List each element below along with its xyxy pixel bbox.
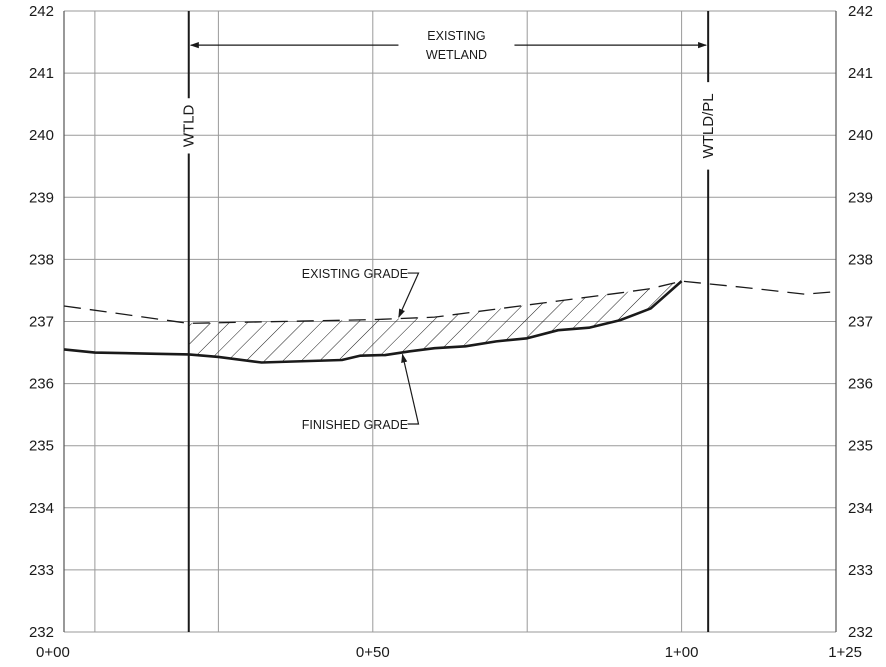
y-tick-label-left: 242 [29, 3, 54, 20]
y-tick-label-right: 235 [848, 438, 873, 455]
y-tick-label-right: 241 [848, 65, 873, 82]
existing-wetland-label: EXISTING [427, 29, 485, 43]
finished-grade-label: FINISHED GRADE [302, 418, 408, 432]
y-tick-label-right: 239 [848, 189, 873, 206]
x-tick-label: 1+00 [665, 644, 699, 661]
y-tick-label-left: 232 [29, 624, 54, 641]
y-tick-label-right: 237 [848, 314, 873, 331]
x-tick-label: 1+25 [828, 644, 862, 661]
wtld-label: WTLD [181, 104, 198, 147]
y-tick-label-right: 242 [848, 3, 873, 20]
y-tick-label-left: 234 [29, 500, 54, 517]
existing-wetland-label: WETLAND [426, 48, 487, 62]
y-tick-label-left: 235 [29, 438, 54, 455]
y-tick-label-left: 239 [29, 189, 54, 206]
y-tick-label-right: 236 [848, 376, 873, 393]
y-tick-label-left: 240 [29, 127, 54, 144]
y-tick-label-right: 232 [848, 624, 873, 641]
y-tick-label-left: 237 [29, 314, 54, 331]
existing-grade-label: EXISTING GRADE [302, 267, 408, 281]
wtld-pl-label: WTLD/PL [700, 93, 717, 158]
y-tick-label-left: 238 [29, 251, 54, 268]
y-tick-label-left: 236 [29, 376, 54, 393]
y-tick-label-right: 240 [848, 127, 873, 144]
y-tick-label-right: 238 [848, 251, 873, 268]
y-tick-label-right: 234 [848, 500, 873, 517]
finished-grade-leader [401, 353, 420, 425]
y-tick-label-left: 241 [29, 65, 54, 82]
existing-grade-line [63, 280, 837, 325]
y-tick-label-right: 233 [848, 562, 873, 579]
x-tick-label: 0+50 [356, 644, 390, 661]
x-tick-label: 0+00 [36, 644, 70, 661]
y-tick-label-left: 233 [29, 562, 54, 579]
existing-grade-leader [398, 272, 420, 318]
